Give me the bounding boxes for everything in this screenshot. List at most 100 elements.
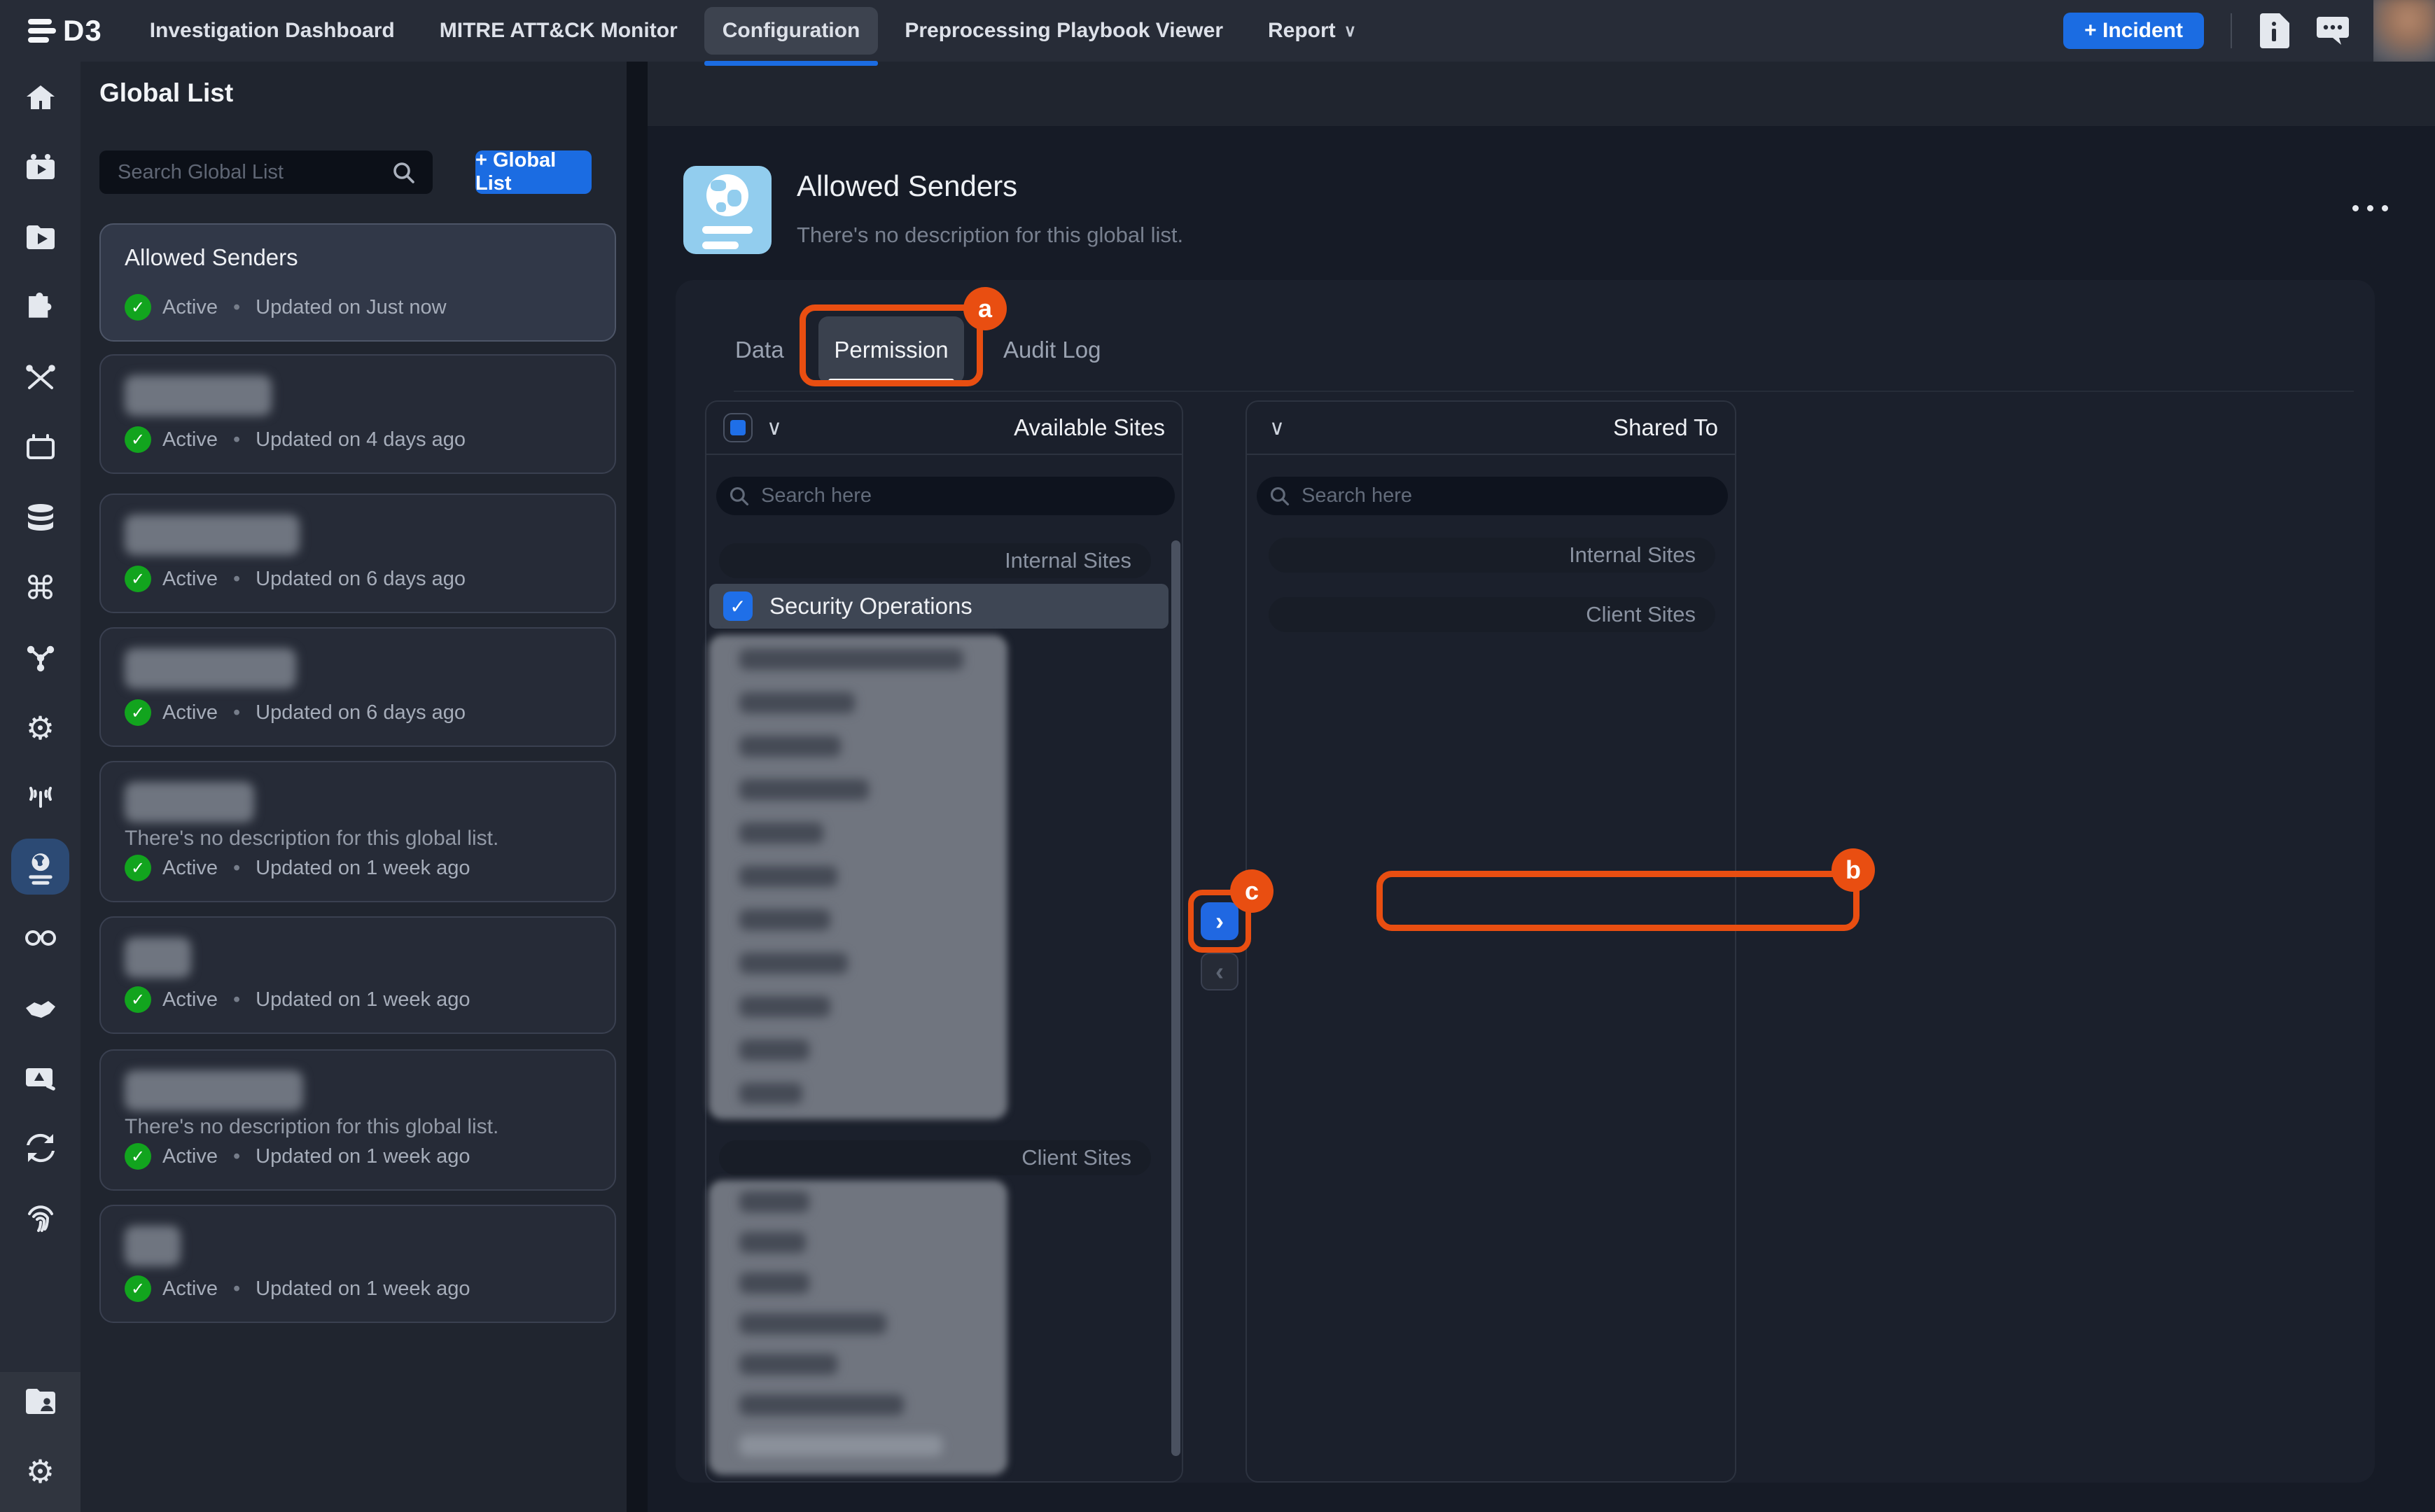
sidebar-incident-playback-icon[interactable]: [0, 133, 81, 203]
new-incident-button[interactable]: + Incident: [2063, 13, 2204, 49]
sidebar-incident-reports-icon[interactable]: [0, 1043, 81, 1113]
nav-mitre-attack-monitor[interactable]: MITRE ATT&CK Monitor: [439, 19, 678, 42]
meta-separator: •: [232, 856, 241, 879]
scrollbar[interactable]: [1171, 540, 1180, 1456]
available-sites-header: ∨ Available Sites: [706, 402, 1182, 455]
client-sites-section-header: Client Sites: [1269, 597, 1715, 632]
global-list-item[interactable]: Active • Updated on 1 week ago: [99, 1205, 616, 1323]
site-row-security-operations[interactable]: Security Operations: [709, 584, 1168, 629]
updated-label: Updated on 1 week ago: [256, 1277, 470, 1300]
nav-report-label: Report: [1268, 19, 1336, 42]
sidebar-board-icon[interactable]: [0, 413, 81, 483]
meta-separator: •: [232, 428, 241, 451]
topbar-separator: [2231, 13, 2232, 48]
sidebar-automation-nodes-icon[interactable]: [0, 623, 81, 693]
search-icon: [729, 486, 750, 510]
meta-separator: •: [232, 1277, 241, 1300]
updated-label: Updated on Just now: [256, 295, 447, 318]
sidebar-identity-fingerprint-icon[interactable]: [0, 1183, 81, 1253]
global-list-item[interactable]: Active • Updated on 6 days ago: [99, 627, 616, 747]
user-avatar[interactable]: [2373, 0, 2435, 62]
checked-checkbox-icon[interactable]: [723, 592, 753, 621]
annotation-badge-c: c: [1230, 869, 1274, 913]
redacted-list-name: [125, 375, 272, 416]
permission-content-panel: Data Permission Audit Log ∨ Available Si…: [676, 280, 2375, 1483]
global-list-item[interactable]: Active • Updated on 4 days ago: [99, 354, 616, 474]
updated-label: Updated on 1 week ago: [256, 856, 470, 879]
meta-separator: •: [232, 988, 241, 1011]
section-label: Internal Sites: [1005, 548, 1131, 573]
updated-label: Updated on 4 days ago: [256, 428, 466, 451]
d3-logo[interactable]: D3: [28, 14, 102, 48]
tab-permission[interactable]: Permission: [818, 316, 964, 384]
list-item-description: There's no description for this global l…: [125, 827, 499, 850]
select-all-checkbox[interactable]: [723, 413, 753, 442]
active-status-icon: [125, 986, 151, 1013]
tab-data[interactable]: Data: [735, 337, 784, 363]
more-options-icon[interactable]: [2338, 192, 2401, 223]
global-list-item[interactable]: Active • Updated on 1 week ago: [99, 916, 616, 1034]
meta-separator: •: [232, 295, 241, 318]
list-item-meta: Active • Updated on 1 week ago: [125, 1143, 591, 1170]
add-global-list-button[interactable]: + Global List: [475, 149, 592, 195]
status-label: Active: [162, 295, 218, 318]
global-list-item-allowed-senders[interactable]: Allowed Senders Active • Updated on Just…: [99, 223, 616, 342]
section-label: Internal Sites: [1569, 542, 1696, 567]
nav-preprocessing-playbook-viewer[interactable]: Preprocessing Playbook Viewer: [905, 19, 1223, 42]
active-status-icon: [125, 1143, 151, 1170]
annotation-badge-b: b: [1832, 848, 1875, 892]
list-item-meta: Active • Updated on 4 days ago: [125, 426, 591, 453]
move-right-button[interactable]: ›: [1201, 902, 1239, 940]
sidebar-integrations-icon[interactable]: [0, 273, 81, 343]
left-icon-sidebar: ⌘ ⚙ ⚙: [0, 62, 81, 1512]
search-icon: [392, 161, 416, 188]
top-navigation-bar: D3 Investigation Dashboard MITRE ATT&CK …: [0, 0, 2435, 66]
chevron-down-icon[interactable]: ∨: [767, 416, 782, 440]
global-list-search-input[interactable]: [99, 150, 433, 194]
sidebar-data-management-icon[interactable]: [0, 483, 81, 553]
sidebar-sync-icon[interactable]: [0, 1113, 81, 1183]
release-notes-icon[interactable]: [2256, 13, 2292, 49]
active-status-icon: [125, 1275, 151, 1302]
global-list-item[interactable]: There's no description for this global l…: [99, 761, 616, 902]
available-sites-title: Available Sites: [1014, 414, 1165, 440]
tab-audit-log[interactable]: Audit Log: [1003, 337, 1101, 363]
move-left-button[interactable]: ‹: [1201, 953, 1239, 990]
sidebar-event-intake-icon[interactable]: [0, 763, 81, 833]
sidebar-investigations-icon[interactable]: [0, 903, 81, 973]
shared-to-search-input[interactable]: [1257, 477, 1728, 515]
sidebar-utility-commands-icon[interactable]: [0, 343, 81, 413]
global-list-item[interactable]: There's no description for this global l…: [99, 1049, 616, 1191]
list-item-meta: Active • Updated on Just now: [125, 294, 591, 321]
sidebar-case-files-icon[interactable]: [0, 1366, 81, 1436]
global-list-item[interactable]: Active • Updated on 6 days ago: [99, 493, 616, 613]
sidebar-api-gear-icon[interactable]: ⚙: [25, 710, 55, 746]
sidebar-settings-gear-icon[interactable]: ⚙: [25, 1453, 55, 1490]
nav-report[interactable]: Report ∨: [1250, 7, 1374, 55]
annotation-box-c: [1188, 890, 1251, 953]
column-divider: [627, 62, 648, 1512]
available-sites-search-input[interactable]: [716, 477, 1175, 515]
section-label: Client Sites: [1021, 1145, 1131, 1170]
page-title: Global List: [99, 78, 234, 107]
active-status-icon: [125, 699, 151, 726]
d3-logo-icon: [28, 19, 56, 43]
sidebar-global-list-icon[interactable]: [0, 833, 81, 903]
nav-configuration[interactable]: Configuration: [704, 7, 879, 66]
sidebar-home-icon[interactable]: [0, 63, 81, 133]
sidebar-partners-icon[interactable]: [0, 973, 81, 1043]
available-sites-panel: ∨ Available Sites Internal Sites Securit…: [705, 400, 1183, 1483]
redacted-list-name: [125, 514, 300, 555]
search-icon: [1269, 486, 1290, 510]
sidebar-playbook-viewer-icon[interactable]: [0, 203, 81, 273]
sidebar-command-icon[interactable]: ⌘: [24, 570, 57, 606]
chevron-down-icon[interactable]: ∨: [1269, 416, 1285, 440]
meta-separator: •: [232, 1144, 241, 1168]
client-sites-section-header: Client Sites: [719, 1140, 1151, 1175]
detail-title: Allowed Senders: [797, 169, 1018, 202]
redacted-list-name: [125, 782, 254, 822]
list-item-description: There's no description for this global l…: [125, 1115, 499, 1138]
nav-investigation-dashboard[interactable]: Investigation Dashboard: [149, 19, 395, 42]
chat-icon[interactable]: [2315, 13, 2351, 49]
